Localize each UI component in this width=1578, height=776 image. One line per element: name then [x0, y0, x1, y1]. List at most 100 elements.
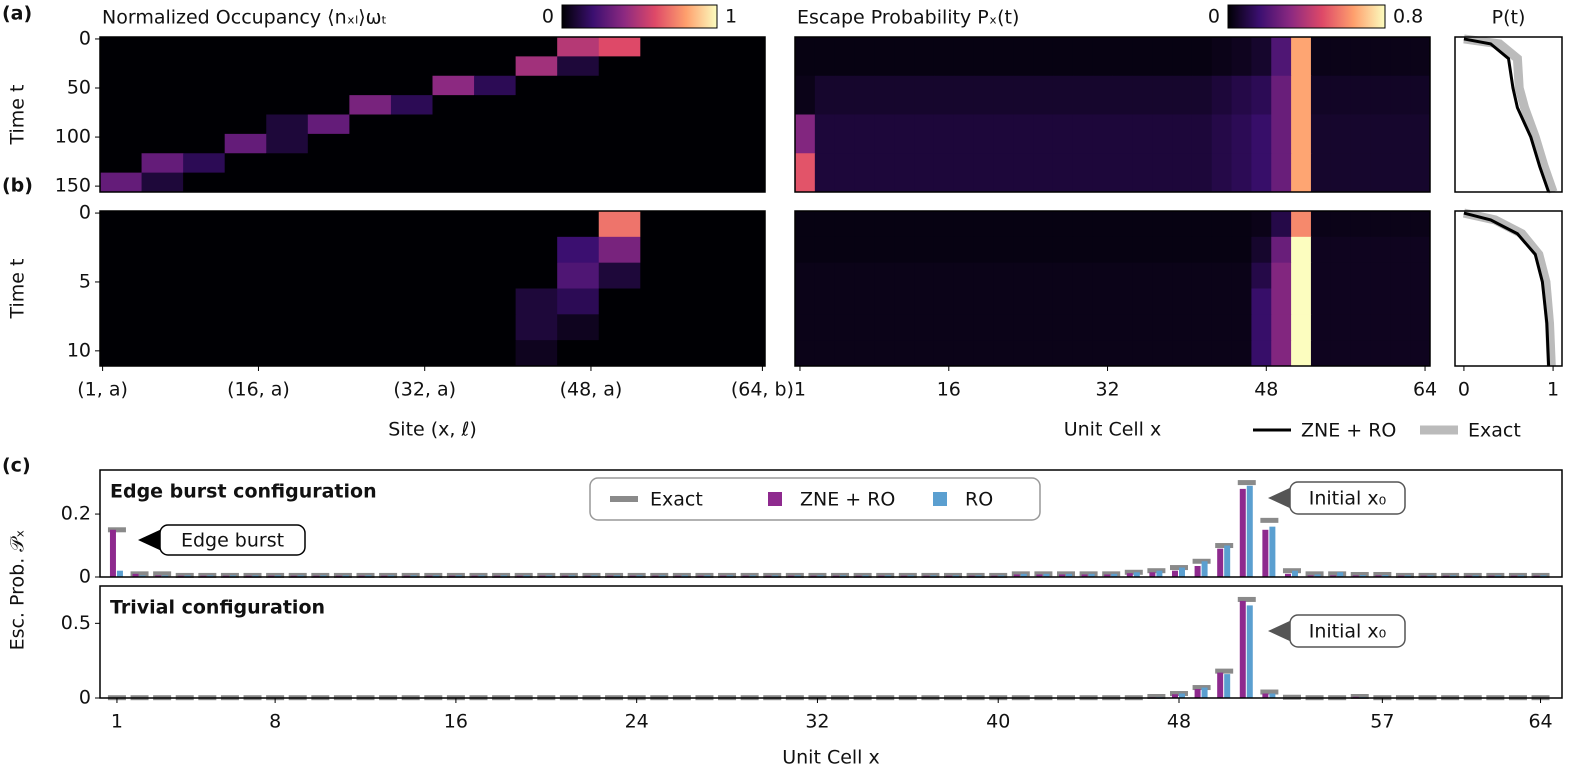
heat-cell: [557, 172, 600, 193]
line: [1463, 37, 1551, 193]
bar: [478, 575, 485, 577]
heat-cell: [1271, 314, 1292, 341]
heat-cell: [953, 153, 975, 193]
heat-cell: [681, 314, 724, 341]
annotation: Initial x₀: [1309, 621, 1386, 643]
heat-cell: [100, 114, 143, 135]
line: [1463, 34, 1558, 194]
heat-cell: [1112, 75, 1133, 115]
heat-cell: [1132, 314, 1153, 341]
bar: [365, 575, 372, 577]
heat-cell: [1330, 75, 1352, 115]
heat-cell: [894, 75, 915, 115]
heat-cell: [894, 114, 915, 154]
heat-cell: [1390, 75, 1411, 115]
heat-cell: [1330, 153, 1352, 193]
heat-cell: [1370, 75, 1391, 115]
heat-cell: [474, 114, 517, 135]
heat-cell: [953, 236, 975, 264]
x-tick-label: 24: [625, 711, 649, 733]
heat-cell: [1291, 340, 1312, 367]
heat-cell: [1052, 262, 1074, 289]
heat-cell: [933, 262, 955, 289]
heat-cell: [973, 114, 994, 154]
heat-cell: [894, 236, 915, 264]
bar: [1036, 574, 1043, 577]
heat-cell: [224, 288, 267, 315]
heat-cell: [1072, 262, 1094, 289]
heat-cell: [834, 75, 856, 115]
heat-cell: [933, 153, 955, 193]
bar: [1224, 674, 1231, 698]
x-tick-label: 48: [1167, 711, 1191, 733]
heat-cell: [1370, 114, 1391, 154]
heat-cell: [681, 75, 724, 96]
heat-cell: [1072, 37, 1094, 77]
heat-cell: [183, 37, 226, 57]
heat-cell: [1291, 153, 1312, 193]
exact-marker: [1237, 480, 1256, 486]
heat-cell: [390, 340, 433, 367]
heat-cell: [1033, 262, 1054, 289]
heat-cell: [1390, 114, 1411, 154]
heat-cell: [141, 236, 184, 264]
heat-cell: [390, 75, 433, 96]
heat-cell: [432, 95, 475, 115]
heat-cell: [1370, 340, 1391, 367]
y-tick-label: 50: [67, 77, 91, 99]
heat-cell: [1350, 153, 1371, 193]
heat-cell: [557, 114, 600, 135]
heat-cell: [1013, 153, 1034, 193]
heat-cell: [1132, 114, 1153, 154]
heat-cell: [1410, 37, 1431, 77]
heat-cell: [557, 153, 600, 174]
heat-cell: [814, 314, 836, 341]
y-tick-label: 0: [79, 687, 91, 709]
heat-cell: [598, 153, 641, 174]
bar: [681, 575, 688, 577]
heat-cell: [1370, 153, 1391, 193]
heat-cell: [1211, 288, 1233, 315]
heat-cell: [141, 37, 184, 57]
heat-cell: [993, 75, 1014, 115]
heat-cell: [266, 211, 309, 238]
bar: [1382, 575, 1389, 577]
x-tick-label: (1, a): [77, 379, 128, 401]
heat-cell: [834, 114, 856, 154]
heat-cell: [183, 288, 226, 315]
bar: [1194, 689, 1201, 698]
heat-cell: [1132, 37, 1153, 77]
heat-cell: [598, 95, 641, 115]
heat-cell: [266, 153, 309, 174]
heat-cell: [557, 56, 600, 77]
heat-cell: [795, 314, 816, 341]
heat-cell: [723, 262, 766, 289]
bar: [275, 575, 282, 577]
heat-cell: [307, 236, 350, 264]
heat-cell: [1092, 211, 1113, 238]
heat-cell: [1310, 153, 1332, 193]
heat-cell: [349, 314, 392, 341]
heat-cell: [1310, 37, 1332, 77]
x-tick-label: 16: [937, 379, 961, 401]
heat-cell: [224, 236, 267, 264]
heat-cell: [1092, 75, 1113, 115]
chart-subtitle: Edge burst configuration: [110, 481, 377, 503]
heat-cell: [1231, 75, 1252, 115]
heat-cell: [1310, 340, 1332, 367]
bar: [1171, 570, 1178, 577]
heat-cell: [874, 153, 895, 193]
exact-marker: [243, 572, 262, 578]
heat-cell: [874, 236, 895, 264]
heat-cell: [723, 172, 766, 193]
y-axis-label: Esc. Prob. 𝒫ₓ: [7, 530, 29, 651]
heat-cell: [1370, 211, 1391, 238]
heat-cell: [224, 262, 267, 289]
heat-cell: [795, 288, 816, 315]
heat-cell: [640, 314, 683, 341]
heat-cell: [1052, 236, 1074, 264]
x-tick-label: 64: [1528, 711, 1552, 733]
chart-title: P(t): [1492, 7, 1526, 29]
heat-cell: [1191, 262, 1213, 289]
heat-cell: [224, 75, 267, 96]
